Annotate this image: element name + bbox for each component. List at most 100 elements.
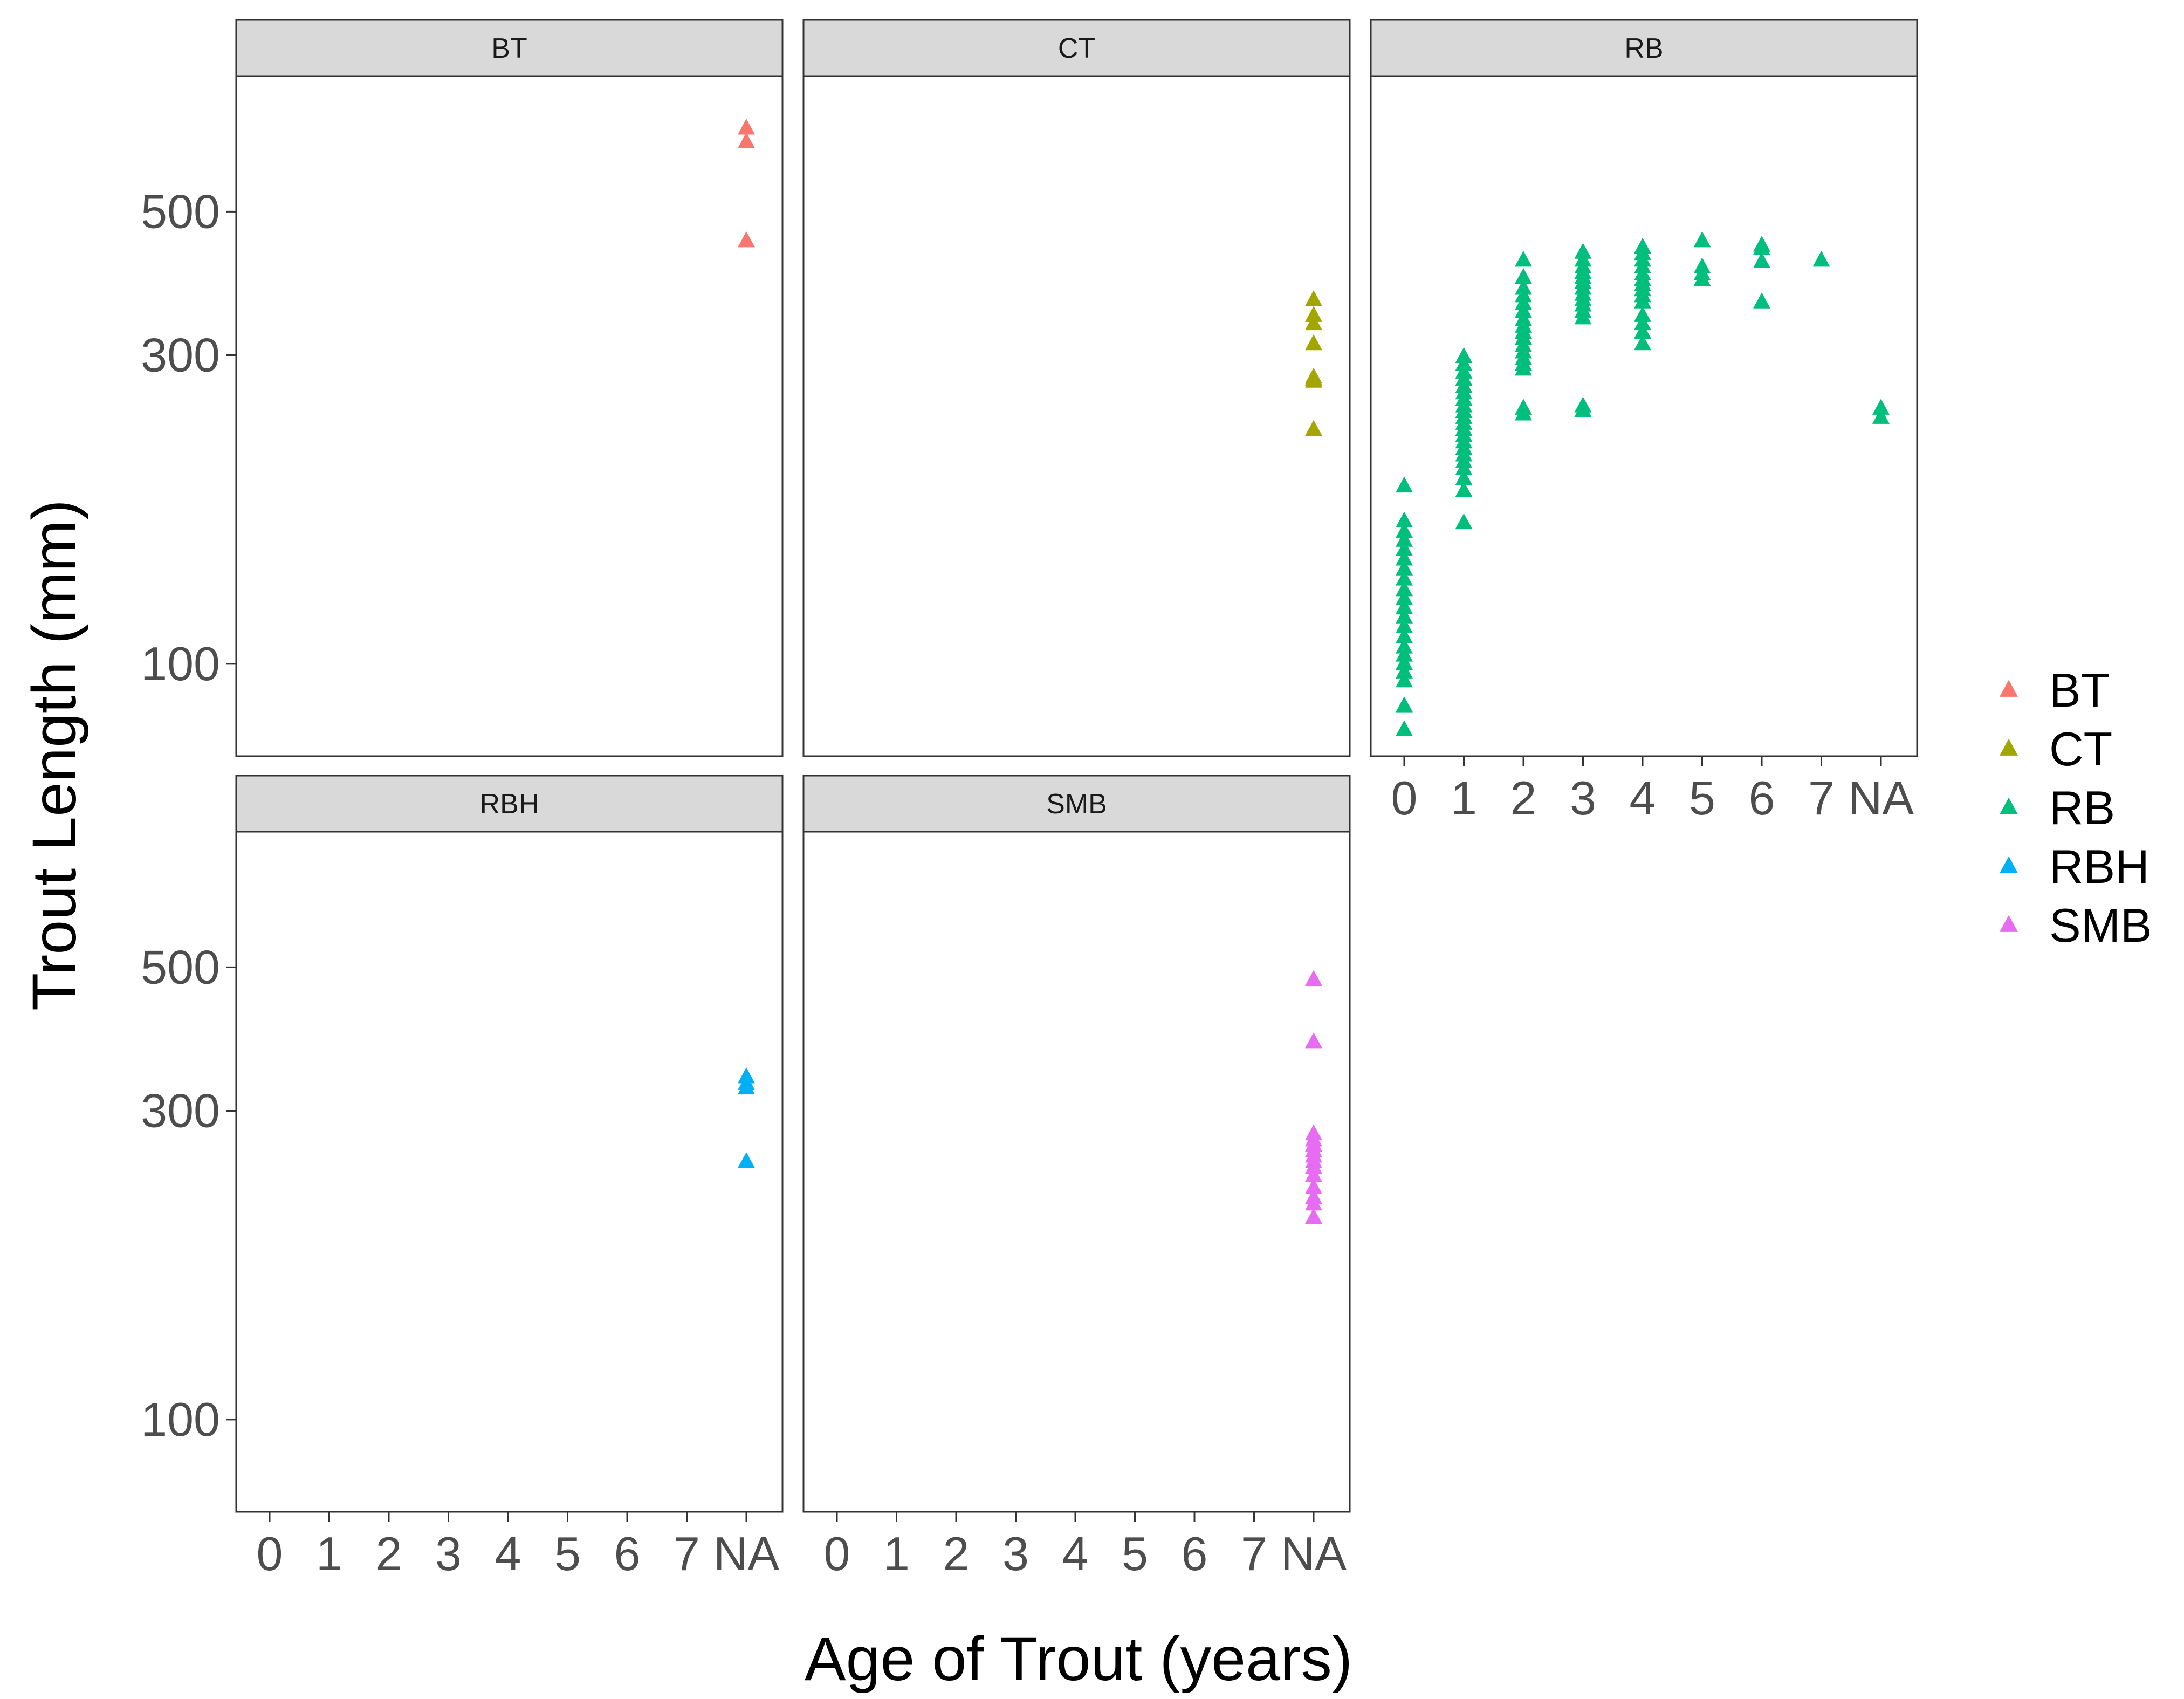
data-points xyxy=(738,119,1890,1224)
facet-strip-label: SMB xyxy=(1046,789,1107,820)
data-point-smb xyxy=(1305,1208,1322,1224)
x-tick-label: 1 xyxy=(1451,771,1477,825)
facet-strip-ct xyxy=(802,19,1351,77)
data-point-smb xyxy=(1305,1166,1322,1182)
y-axis-title: Trout Length (mm) xyxy=(20,499,89,1011)
x-tick-label: 6 xyxy=(614,1527,641,1580)
facet-strip-rbh xyxy=(235,775,784,833)
legend-label: BT xyxy=(2049,663,2110,717)
legend-key-rb xyxy=(2000,797,2018,814)
data-point-rb xyxy=(1515,405,1532,421)
plot-area-smb xyxy=(802,831,1351,1513)
x-tick-label: NA xyxy=(1281,1527,1347,1580)
data-point-ct xyxy=(1305,420,1322,436)
legend-key-ct xyxy=(2000,738,2018,756)
x-tick-label: 1 xyxy=(883,1527,910,1580)
x-tick-label: 5 xyxy=(1689,771,1715,825)
data-point-rb xyxy=(1396,696,1413,713)
data-point-smb xyxy=(1305,1157,1322,1174)
data-point-rb xyxy=(1634,334,1651,351)
y-tick-label: 300 xyxy=(141,1084,220,1137)
data-point-rb xyxy=(1396,598,1413,614)
facet-panel-rb: RB xyxy=(1370,19,1918,757)
data-point-ct xyxy=(1305,314,1322,331)
x-axis-title: Age of Trout (years) xyxy=(805,1625,1352,1694)
data-point-rb xyxy=(1396,720,1413,736)
plot-area-ct xyxy=(802,75,1351,757)
data-point-rb xyxy=(1753,292,1770,309)
x-tick-label: 5 xyxy=(1122,1527,1148,1580)
data-point-rb xyxy=(1515,359,1532,376)
data-point-smb xyxy=(1305,1178,1322,1194)
data-point-rb xyxy=(1515,302,1532,318)
data-point-ct xyxy=(1305,369,1322,386)
facet-strip-label: RBH xyxy=(480,789,539,820)
data-point-rb xyxy=(1634,323,1651,339)
data-point-rb xyxy=(1396,531,1413,547)
data-point-rb xyxy=(1396,511,1413,527)
data-point-rb xyxy=(1396,638,1413,654)
x-tick-label: 7 xyxy=(1808,771,1835,825)
legend-label: RBH xyxy=(2049,840,2149,893)
y-tick-label: 500 xyxy=(141,184,220,238)
y-tick-label: 100 xyxy=(141,1393,220,1446)
facet-panel-bt: BT xyxy=(235,19,784,757)
data-point-bt xyxy=(738,132,755,148)
legend-label: CT xyxy=(2049,722,2112,776)
data-point-rb xyxy=(1515,250,1532,267)
data-point-rb xyxy=(1634,292,1651,309)
x-tick-label: 3 xyxy=(1002,1527,1029,1580)
data-point-smb xyxy=(1305,1032,1322,1049)
data-point-ct xyxy=(1305,290,1322,306)
data-point-rb xyxy=(1634,314,1651,331)
x-tick-label: 2 xyxy=(1510,771,1537,825)
data-point-rb xyxy=(1396,627,1413,643)
legend-label: SMB xyxy=(2049,899,2152,952)
data-point-rb xyxy=(1574,401,1592,417)
x-tick-label: 3 xyxy=(1570,771,1596,825)
x-tick-label: 6 xyxy=(1749,771,1775,825)
x-tick-label: 2 xyxy=(376,1527,402,1580)
data-point-rb xyxy=(1455,481,1473,497)
data-point-rb xyxy=(1396,617,1413,633)
data-point-bt xyxy=(738,231,755,248)
x-tick-label: 3 xyxy=(435,1527,462,1580)
x-tick-label: 1 xyxy=(316,1527,342,1580)
data-point-rb xyxy=(1693,270,1711,286)
legend-key-rbh xyxy=(2000,856,2018,873)
data-point-rb xyxy=(1396,607,1413,624)
plot-area-bt xyxy=(235,75,784,757)
data-point-rb xyxy=(1396,550,1413,566)
data-point-rb xyxy=(1753,252,1770,268)
legend-label: RB xyxy=(2049,781,2115,834)
x-axis-ticks: 0 1 2 3 4 5 6 7 NA0 1 2 3 4 5 6 7 NA 0 1 2 3 4 5 6 7 NA xyxy=(257,756,1914,1580)
data-point-ct xyxy=(1305,334,1322,351)
data-point-rb xyxy=(1455,513,1473,530)
x-tick-label: NA xyxy=(1848,771,1914,825)
x-tick-label: 6 xyxy=(1182,1527,1208,1580)
data-point-rb xyxy=(1396,589,1413,605)
data-point-rb xyxy=(1574,308,1592,325)
data-point-rb xyxy=(1396,559,1413,576)
data-point-ct xyxy=(1305,306,1322,322)
facet-panel-rbh: RBH xyxy=(235,775,784,1513)
x-tick-label: 4 xyxy=(1062,1527,1089,1580)
data-point-smb xyxy=(1305,970,1322,986)
data-point-rb xyxy=(1872,399,1890,415)
data-point-rb xyxy=(1396,654,1413,670)
data-point-rb xyxy=(1455,469,1473,485)
data-point-rb xyxy=(1396,522,1413,538)
y-tick-label: 500 xyxy=(141,940,220,994)
x-tick-label: 0 xyxy=(1391,771,1418,825)
data-point-rb xyxy=(1515,268,1532,284)
y-axis-ticks: 100 300 500 100 300 500 xyxy=(141,184,236,1446)
x-tick-label: 4 xyxy=(1630,771,1656,825)
data-point-rb xyxy=(1396,580,1413,597)
facet-strip-bt xyxy=(235,19,784,77)
data-point-rb xyxy=(1396,570,1413,586)
x-tick-label: 0 xyxy=(824,1527,850,1580)
data-point-rb xyxy=(1634,306,1651,322)
